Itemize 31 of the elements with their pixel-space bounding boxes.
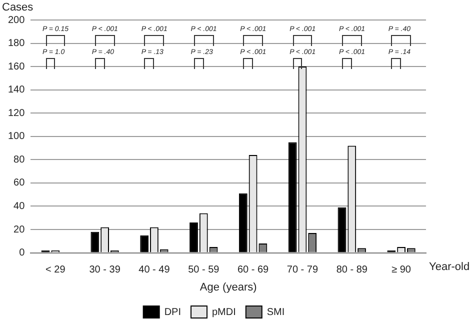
bar [338,207,346,252]
y-tick-label: 20 [14,224,26,236]
bar [288,142,297,252]
y-tick-label: 160 [8,61,26,72]
x-tick-label: < 29 [46,264,66,276]
bar [190,222,198,252]
x-tick-label: 60 - 69 [237,264,270,276]
y-axis-title: Cases [2,2,34,14]
y-tick-label: 40 [14,200,26,212]
x-axis-title: Age (years) [200,281,257,294]
x-tick-label: 30 - 39 [89,264,121,276]
y-tick-label: 0 [19,248,26,259]
legend-label: DPI [164,306,181,318]
y-tick-label: 200 [8,14,26,26]
y-tick-label: 80 [14,154,26,166]
bar [140,235,149,252]
x-tick-label: 70 - 79 [286,264,318,276]
y-tick-label: 140 [8,84,26,96]
legend-label: SMI [266,306,285,318]
y-tick-label: 60 [14,178,26,189]
text: Year-old [429,260,470,274]
y-tick-label: 100 [8,131,26,142]
x-tick-label: 40 - 49 [138,264,170,276]
bar [238,193,248,252]
bar [90,232,100,252]
x-tick-label: 80 - 89 [336,264,368,276]
legend-label: pMDI [212,306,236,318]
y-tick-label: 180 [8,38,26,50]
y-tick-label: 120 [8,108,26,119]
x-tick-label: 50 - 59 [188,264,220,276]
x-tick-label: ≥ 90 [392,264,412,276]
